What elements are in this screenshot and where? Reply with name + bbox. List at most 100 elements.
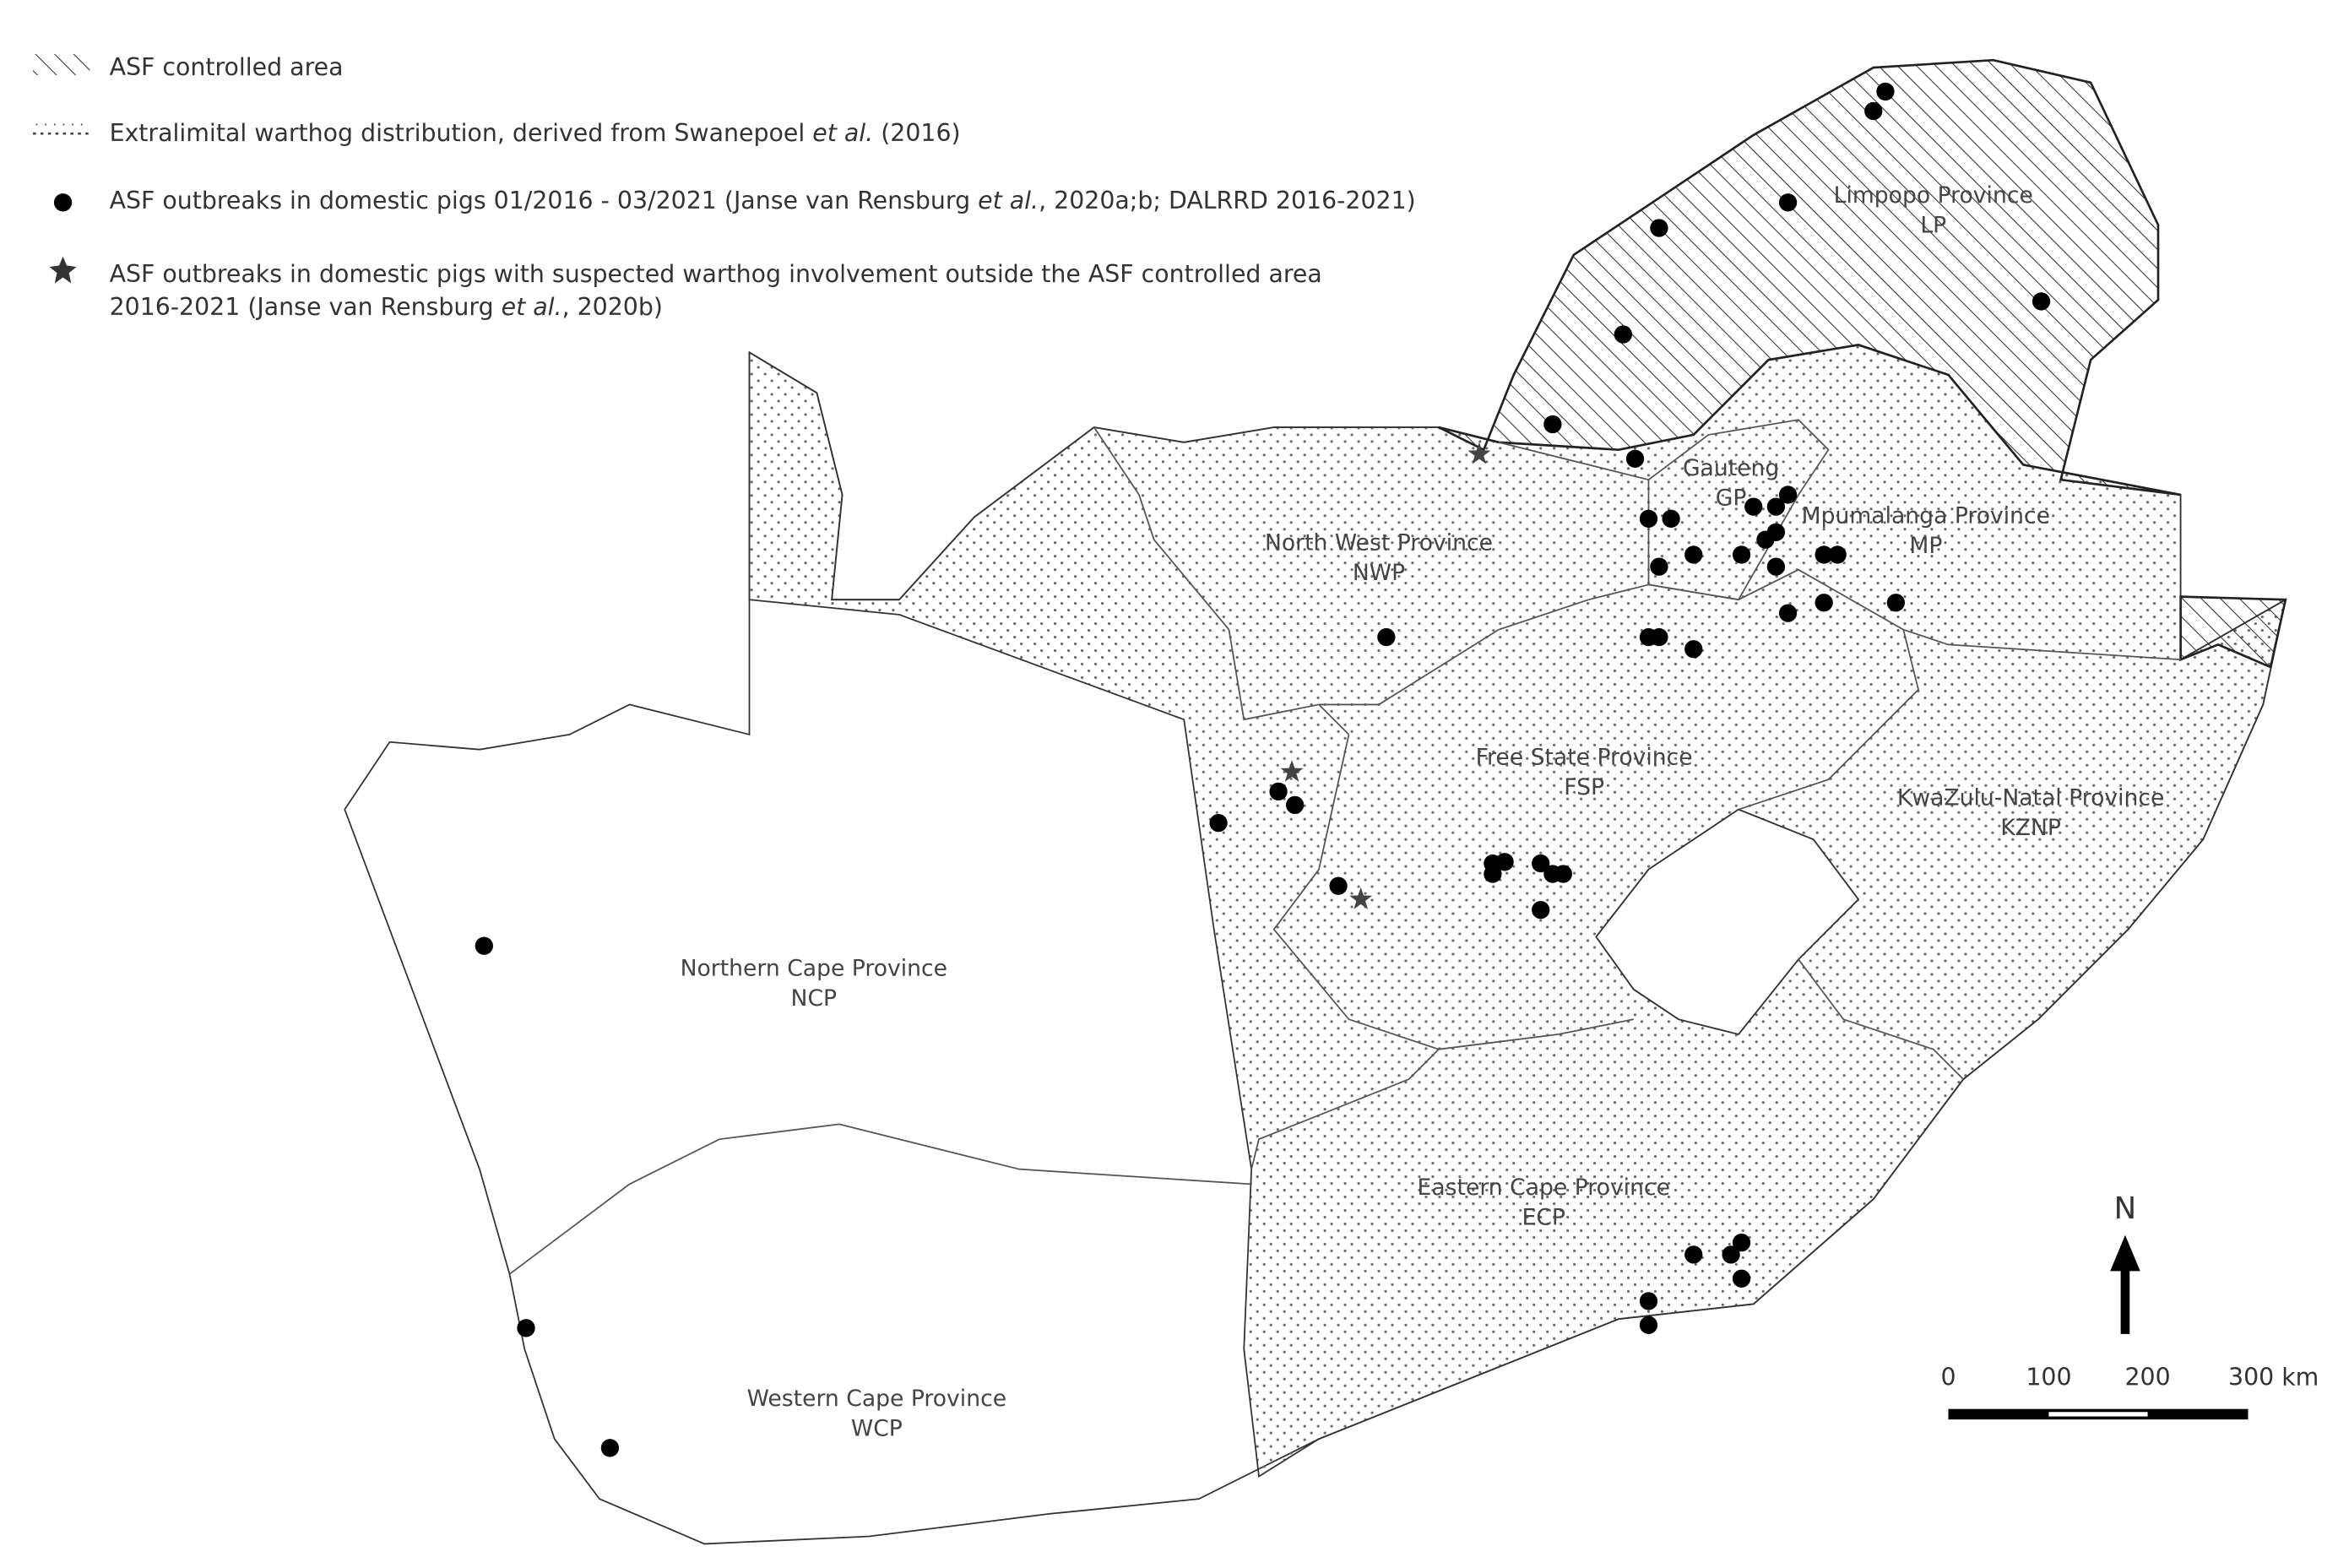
outbreak-dot bbox=[1684, 640, 1703, 659]
province-border bbox=[1272, 734, 1634, 1050]
province-border bbox=[1647, 419, 1830, 601]
outbreak-dot bbox=[1285, 795, 1305, 814]
outbreak-dot bbox=[1778, 486, 1798, 504]
legend-dot bbox=[53, 193, 73, 212]
outbreak-dot bbox=[517, 1319, 535, 1337]
province-label: Eastern Cape Province bbox=[1418, 1175, 1670, 1201]
outbreak-dot bbox=[1684, 545, 1703, 564]
outbreak-dot bbox=[1864, 101, 1883, 121]
province-label: NCP bbox=[791, 985, 838, 1012]
outbreak-dot bbox=[475, 936, 493, 955]
outbreak-dot bbox=[1756, 530, 1775, 549]
province-labels: Limpopo Province LP Gauteng GP Mpumalanga Pr… bbox=[681, 182, 2165, 1442]
outbreak-dot bbox=[1543, 415, 1562, 434]
outbreak-dot bbox=[1766, 557, 1786, 576]
scale-label: 200 bbox=[2124, 1363, 2170, 1391]
province-label: KwaZulu-Natal Province bbox=[1897, 784, 2165, 811]
outbreak-dot bbox=[1778, 193, 1798, 212]
outbreak-dot bbox=[1815, 545, 1833, 564]
outbreak-dot bbox=[1815, 594, 1833, 612]
province-label: NWP bbox=[1353, 560, 1405, 586]
outbreak-dot bbox=[1744, 497, 1763, 516]
legend-text-part: ASF outbreaks in domestic pigs with susp… bbox=[110, 260, 1322, 288]
legend-text: ASF controlled area bbox=[110, 53, 344, 81]
province-label: WCP bbox=[851, 1416, 903, 1442]
scale-labels: 0 100 200 300 km bbox=[1940, 1363, 2319, 1391]
scale-bar-segment bbox=[2048, 1412, 2148, 1417]
outbreaks bbox=[475, 82, 2051, 1457]
outbreak-dot bbox=[1732, 1234, 1751, 1252]
legend-star bbox=[49, 256, 77, 284]
province-label: Gauteng bbox=[1683, 455, 1779, 481]
province-label: LP bbox=[1920, 212, 1946, 238]
province-border bbox=[1319, 583, 1649, 706]
province-border bbox=[1250, 1049, 1440, 1169]
province-label: KZNP bbox=[2000, 815, 2061, 841]
outbreak-dot bbox=[600, 1439, 620, 1457]
outbreak-dot bbox=[1732, 545, 1751, 564]
scale-label: 300 km bbox=[2228, 1363, 2319, 1391]
legend-text-part: et al. bbox=[978, 187, 1039, 214]
outbreak-dot bbox=[1766, 497, 1786, 516]
province-border bbox=[1798, 958, 1964, 1080]
legend-hatch bbox=[33, 54, 90, 75]
outbreak-dot bbox=[1639, 509, 1658, 528]
outbreak-dot bbox=[1732, 1269, 1751, 1288]
legend-text-part: et al. bbox=[502, 293, 562, 321]
outbreak-dot bbox=[1662, 509, 1680, 528]
outbreak-dot bbox=[1495, 853, 1514, 871]
outbreak-dot bbox=[1828, 545, 1847, 564]
north-label: N bbox=[2114, 1191, 2137, 1226]
outbreak-dot bbox=[1625, 449, 1645, 468]
legend-text-part: Extralimital warthog distribution, deriv… bbox=[110, 119, 813, 147]
province-label: ECP bbox=[1522, 1204, 1565, 1230]
legend-text: 2016-2021 (Janse van Rensburg et al., 20… bbox=[110, 293, 663, 321]
outbreak-dot bbox=[1269, 782, 1288, 801]
scale-label: 100 bbox=[2026, 1363, 2071, 1391]
province-label: Free State Province bbox=[1476, 744, 1693, 770]
province-label: Mpumalanga Province bbox=[1802, 503, 2050, 529]
lesotho bbox=[1595, 808, 1860, 1035]
outbreak-dot bbox=[1650, 557, 1668, 576]
province-border bbox=[508, 1123, 1252, 1275]
outbreak-dot bbox=[1684, 1245, 1703, 1264]
outbreak-star bbox=[1467, 442, 1491, 464]
controlled-area bbox=[2179, 595, 2287, 669]
outbreak-dot bbox=[1554, 865, 1572, 883]
outbreak-dot bbox=[1650, 219, 1668, 237]
legend-text: ASF outbreaks in domestic pigs 01/2016 -… bbox=[110, 187, 1416, 214]
scale-label: 0 bbox=[1940, 1363, 1956, 1391]
outbreak-dot bbox=[2032, 292, 2051, 311]
controlled-area bbox=[1438, 58, 2181, 496]
legend-text-part: 2016-2021 (Janse van Rensburg bbox=[110, 293, 502, 321]
legend-text: Extralimital warthog distribution, deriv… bbox=[110, 119, 961, 147]
outbreak-dot bbox=[1639, 1316, 1658, 1334]
legend: ASF controlled area Extralimital warthog … bbox=[110, 53, 1416, 321]
province-borders bbox=[508, 419, 2181, 1275]
province-border bbox=[1498, 441, 1649, 481]
outbreak-dot bbox=[1650, 627, 1668, 647]
province-label: Northern Cape Province bbox=[681, 956, 947, 982]
province-label: GP bbox=[1716, 485, 1747, 511]
outbreak-dot bbox=[1639, 1292, 1658, 1310]
province-border bbox=[1738, 629, 1919, 811]
outbreak-dot bbox=[1778, 604, 1798, 622]
province-label: North West Province bbox=[1265, 530, 1493, 556]
outbreak-dot bbox=[1329, 876, 1348, 895]
legend-text-part: et al. bbox=[812, 119, 873, 147]
province-label: FSP bbox=[1564, 774, 1604, 800]
outbreak-dot bbox=[1614, 325, 1632, 344]
province-label: MP bbox=[1909, 533, 1942, 559]
outbreak-dot bbox=[1886, 594, 1906, 612]
outbreak-star bbox=[1349, 887, 1373, 909]
legend-text: ASF outbreaks in domestic pigs with susp… bbox=[110, 260, 1322, 288]
province-label: Limpopo Province bbox=[1834, 182, 2033, 209]
legend-text-part: (2016) bbox=[873, 119, 960, 147]
outbreak-dot bbox=[1876, 82, 1895, 101]
outbreak-dot bbox=[1532, 900, 1550, 920]
outbreak-dot bbox=[1377, 627, 1396, 647]
legend-text-part: ASF controlled area bbox=[110, 53, 344, 81]
